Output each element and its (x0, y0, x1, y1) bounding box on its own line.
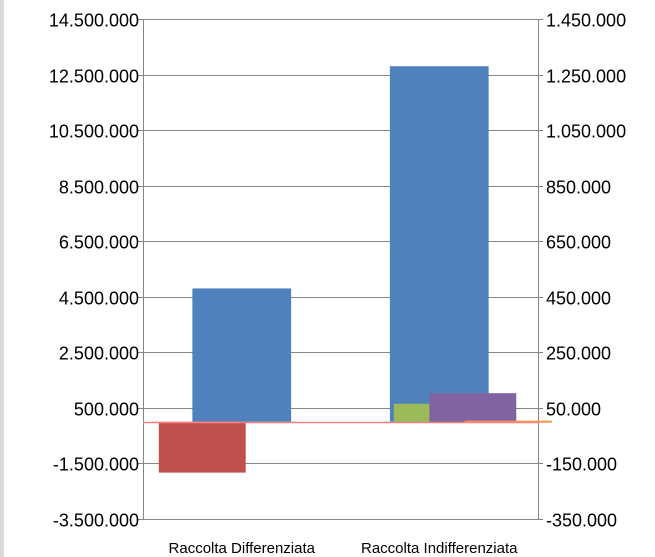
right-tick-label: 50.000 (546, 400, 601, 420)
bar-series-1-cat-0 (158, 421, 246, 473)
bar-series-3-cat-1 (429, 393, 517, 422)
right-tick-label: 1.050.000 (546, 122, 626, 142)
left-tick-label: 12.500.000 (49, 67, 139, 87)
bar-series-0-cat-1 (389, 66, 489, 422)
right-tick-label: -150.000 (546, 455, 617, 475)
left-tick-label: 4.500.000 (59, 289, 139, 309)
bar-series-4-cat-1 (464, 420, 552, 423)
right-tick-label: 850.000 (546, 178, 611, 198)
left-tick-label: -3.500.000 (53, 511, 139, 531)
category-label: Raccolta Indifferenziata (361, 540, 518, 557)
right-tick-label: 250.000 (546, 344, 611, 364)
left-tick-label: 500.000 (74, 400, 139, 420)
left-tick-label: 2.500.000 (59, 344, 139, 364)
frame-edge (0, 0, 4, 557)
right-tick-label: 650.000 (546, 233, 611, 253)
left-tick-label: 14.500.000 (49, 11, 139, 31)
left-tick-label: 6.500.000 (59, 233, 139, 253)
bar-series-0-cat-0 (192, 288, 292, 422)
category-label: Raccolta Differenziata (169, 540, 316, 557)
left-tick-label: 10.500.000 (49, 122, 139, 142)
left-tick-label: -1.500.000 (53, 455, 139, 475)
right-tick-label: 1.450.000 (546, 11, 626, 31)
right-tick-label: -350.000 (546, 511, 617, 531)
right-tick-label: 450.000 (546, 289, 611, 309)
left-tick-label: 8.500.000 (59, 178, 139, 198)
right-tick-label: 1.250.000 (546, 67, 626, 87)
